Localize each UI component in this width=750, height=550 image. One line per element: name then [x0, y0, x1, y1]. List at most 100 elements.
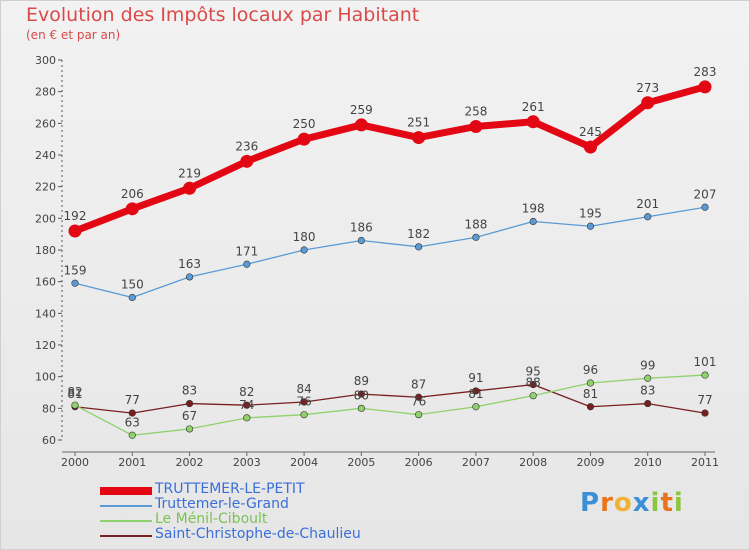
- data-label: 250: [293, 117, 316, 131]
- legend-item: TRUTTEMER-LE-PETIT: [100, 482, 400, 498]
- data-point: [415, 411, 423, 419]
- data-label: 219: [178, 166, 201, 180]
- data-point: [68, 224, 82, 238]
- data-label: 150: [121, 278, 144, 292]
- legend-swatch: [100, 519, 152, 522]
- data-label: 192: [64, 209, 87, 223]
- x-tick-label: 2002: [176, 456, 204, 469]
- data-label: 87: [411, 377, 426, 391]
- data-label: 80: [354, 388, 369, 402]
- data-label: 251: [407, 116, 430, 130]
- data-label: 207: [694, 187, 717, 201]
- series-line: [74, 206, 706, 299]
- data-label: 63: [125, 415, 140, 429]
- chart-subtitle: (en € et par an): [26, 28, 121, 42]
- data-point: [354, 118, 368, 132]
- data-point: [71, 279, 79, 287]
- data-label: 82: [239, 385, 254, 399]
- data-label: 273: [636, 81, 659, 95]
- logo-letter: t: [660, 488, 674, 518]
- legend-swatch: [100, 504, 152, 507]
- data-point: [644, 374, 652, 382]
- data-point: [128, 293, 136, 302]
- data-label: 259: [350, 103, 373, 117]
- data-label: 89: [354, 374, 369, 388]
- x-tick-label: 2006: [405, 456, 433, 469]
- data-point: [529, 392, 537, 400]
- data-label: 84: [296, 382, 311, 396]
- data-point: [357, 236, 365, 245]
- data-label: 195: [579, 206, 602, 220]
- x-tick-label: 2004: [290, 456, 318, 469]
- data-point: [300, 246, 308, 254]
- data-label: 186: [350, 221, 373, 235]
- data-point: [128, 409, 136, 417]
- legend-label: Saint-Christophe-de-Chaulieu: [155, 526, 361, 542]
- data-label: 182: [407, 227, 430, 241]
- logo-letter: i: [673, 488, 684, 518]
- data-label: 236: [235, 139, 258, 153]
- data-label: 77: [125, 393, 140, 407]
- logo-letter: P: [580, 488, 601, 518]
- data-point: [185, 273, 194, 281]
- y-tick-label: 200: [35, 212, 56, 225]
- data-point: [357, 404, 365, 412]
- data-point: [300, 411, 308, 419]
- data-label: 245: [579, 125, 602, 139]
- data-label: 261: [522, 100, 545, 114]
- legend-item: Saint-Christophe-de-Chaulieu: [100, 526, 400, 543]
- data-point: [297, 132, 311, 146]
- data-point: [698, 80, 712, 94]
- y-tick-label: 240: [35, 149, 56, 162]
- legend: TRUTTEMER-LE-PETIT Truttemer-le-Grand Le M…: [100, 482, 400, 543]
- y-tick-label: 300: [35, 54, 56, 67]
- data-point: [183, 181, 197, 195]
- series-line: [74, 383, 706, 414]
- data-point: [583, 140, 597, 154]
- logo-letter: o: [613, 488, 633, 518]
- data-label: 198: [522, 202, 545, 216]
- data-point: [526, 115, 540, 129]
- data-point: [644, 213, 652, 221]
- data-point: [529, 217, 537, 226]
- legend-label: Le Ménil-Ciboult: [155, 511, 268, 527]
- data-point: [472, 233, 480, 241]
- chart-title: Evolution des Impôts locaux par Habitant: [26, 4, 420, 26]
- data-label: 91: [468, 371, 483, 385]
- data-point: [243, 401, 251, 409]
- x-tick-label: 2007: [462, 456, 490, 469]
- data-label: 171: [235, 244, 258, 258]
- x-tick-label: 2000: [61, 456, 89, 469]
- data-point: [185, 399, 194, 408]
- data-label: 88: [526, 376, 541, 390]
- data-label: 81: [468, 387, 483, 401]
- data-label: 83: [182, 384, 197, 398]
- y-tick-label: 80: [42, 402, 56, 415]
- legend-swatch: [100, 486, 152, 495]
- data-label: 82: [67, 385, 82, 399]
- data-point: [586, 379, 595, 387]
- legend-item: Truttemer-le-Grand: [100, 497, 400, 513]
- data-label: 201: [636, 197, 659, 211]
- data-label: 76: [411, 395, 426, 409]
- proxiti-logo: Proxiti: [580, 488, 684, 518]
- data-point: [472, 403, 480, 411]
- data-label: 81: [67, 387, 82, 401]
- legend-swatch: [100, 534, 152, 537]
- data-label: 77: [697, 393, 712, 407]
- y-tick-label: 60: [42, 434, 56, 447]
- y-tick-label: 160: [35, 276, 56, 289]
- data-point: [415, 393, 423, 401]
- x-tick-label: 2005: [347, 456, 375, 469]
- data-point: [586, 403, 595, 411]
- x-tick-label: 2010: [634, 456, 662, 469]
- data-label: 76: [296, 395, 311, 409]
- data-point: [701, 203, 709, 211]
- x-tick-label: 2008: [519, 456, 547, 469]
- data-point: [415, 243, 423, 251]
- data-label: 206: [121, 187, 144, 201]
- data-label: 159: [64, 263, 87, 277]
- y-tick-label: 100: [35, 371, 56, 384]
- legend-item: Le Ménil-Ciboult: [100, 511, 400, 528]
